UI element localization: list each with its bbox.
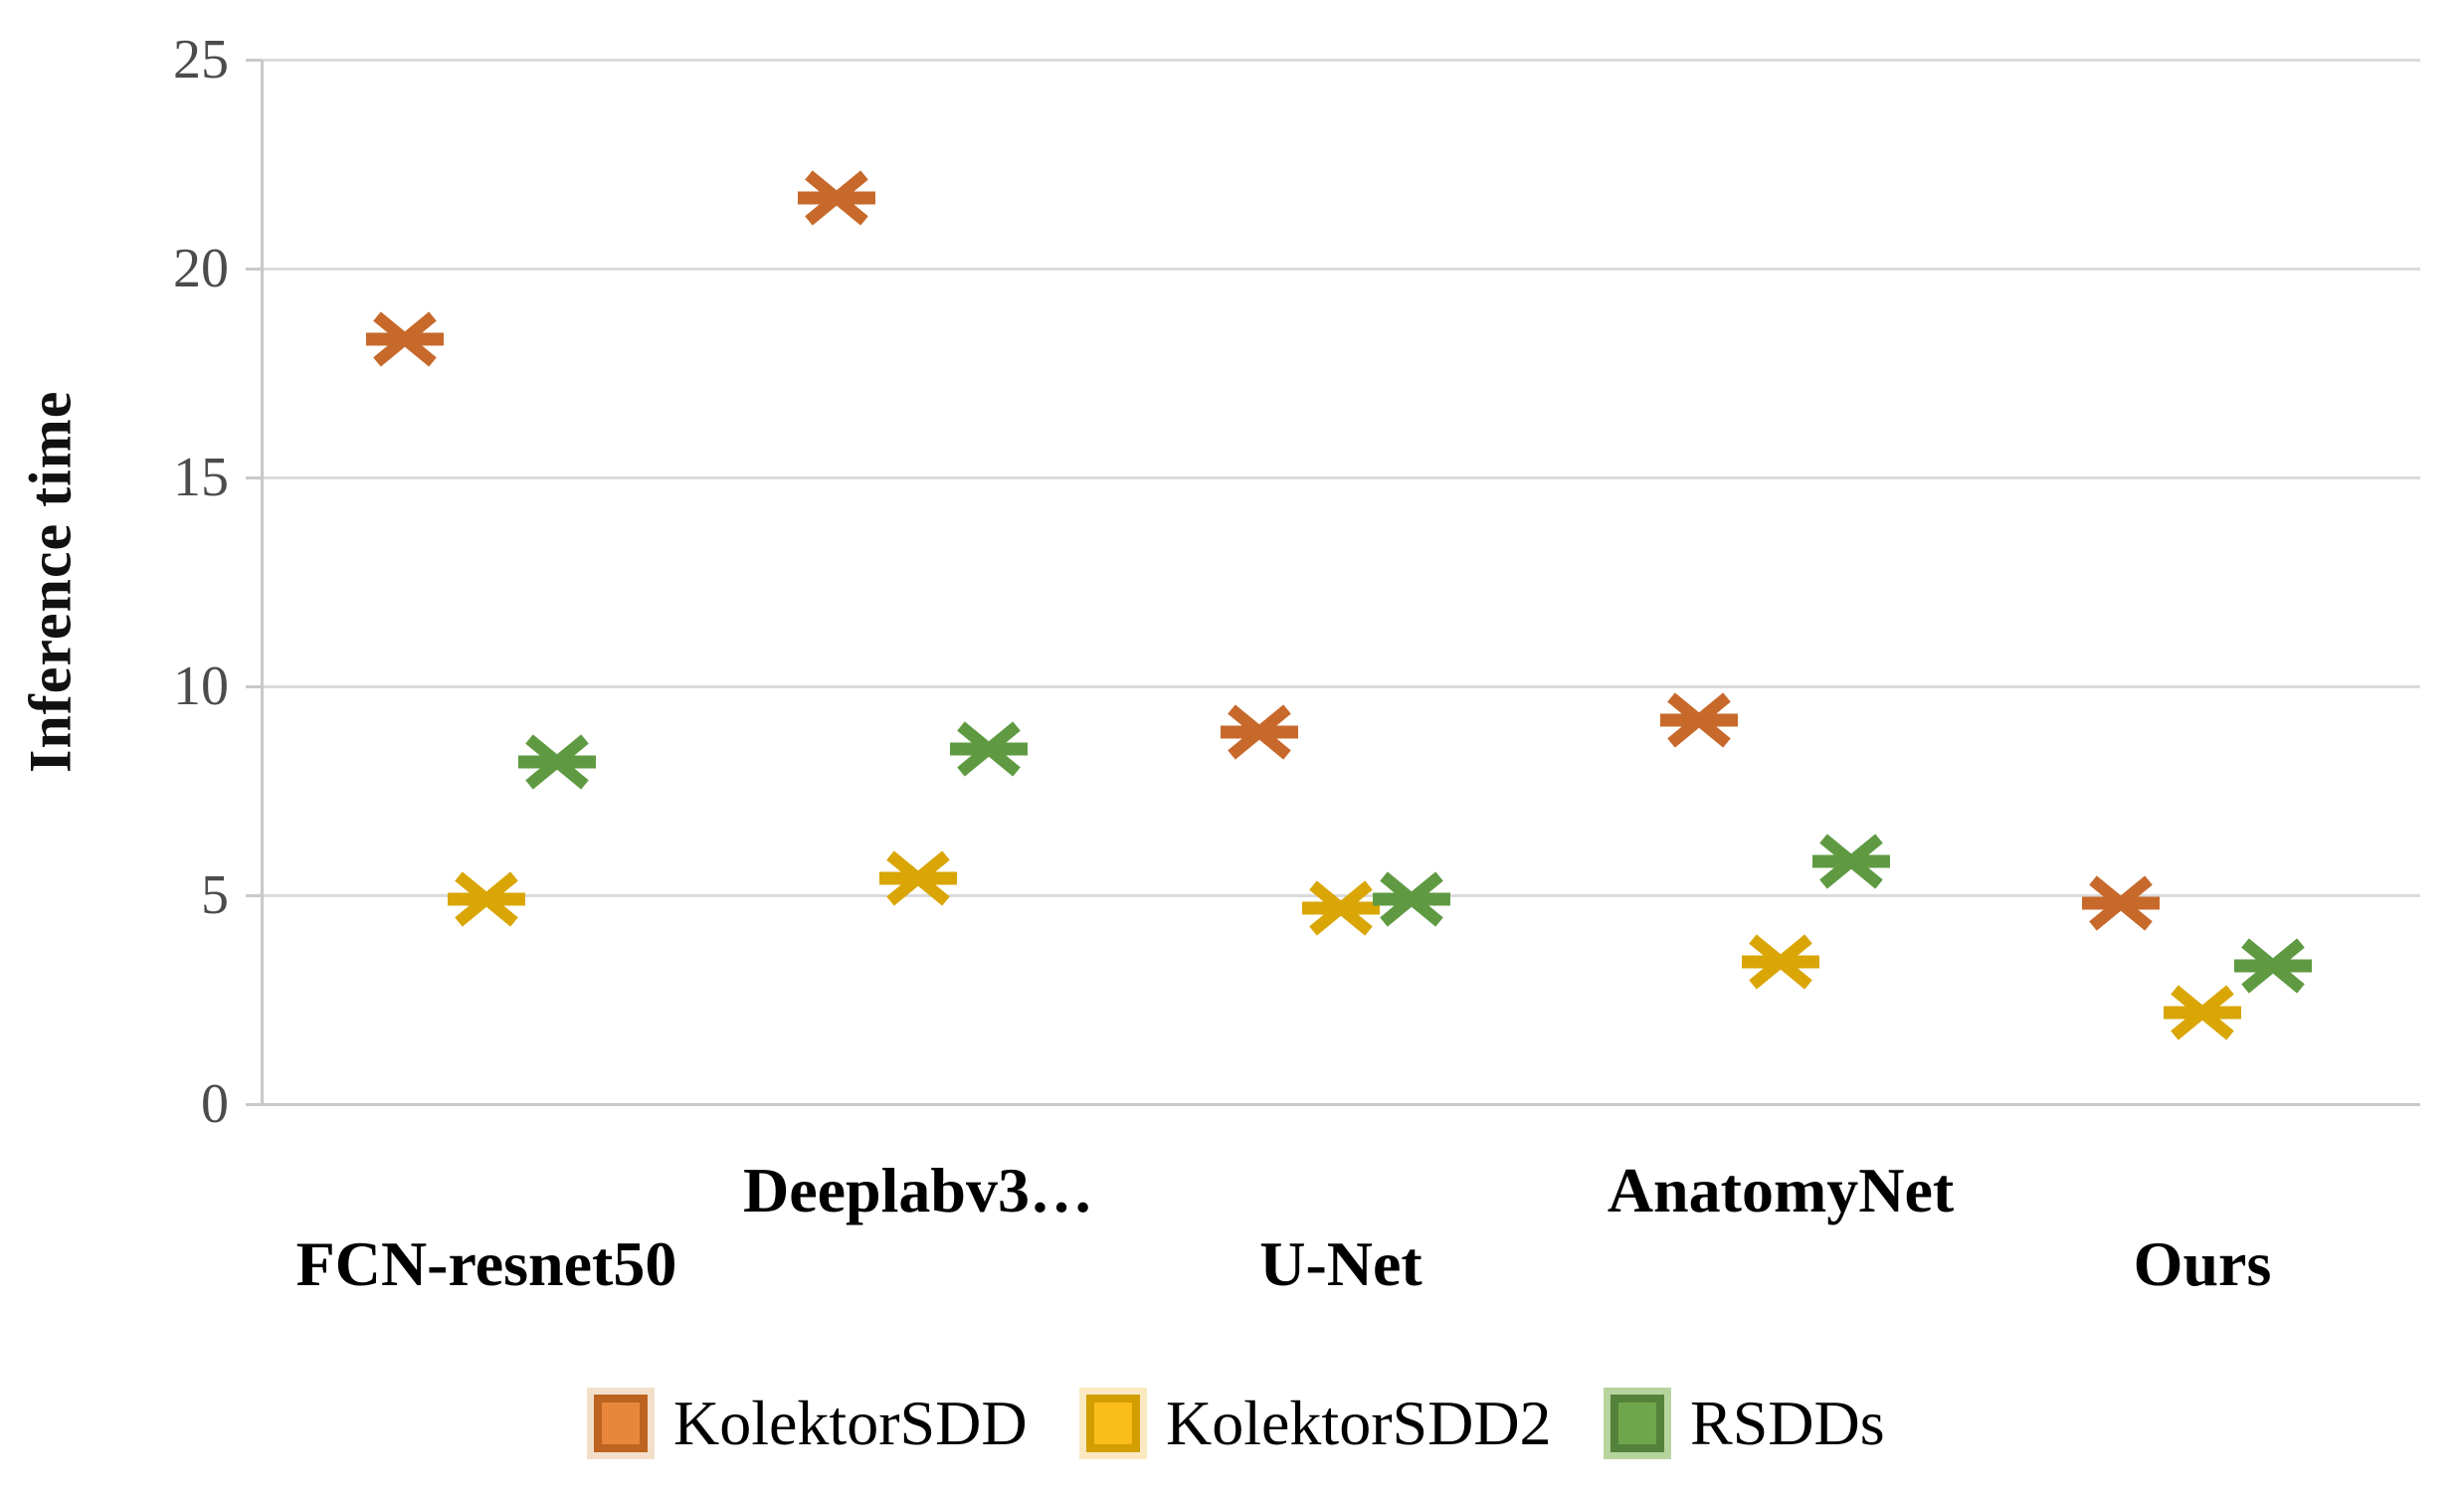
gridline-10 (262, 685, 2420, 688)
plot-area (262, 60, 2420, 1104)
marker-rsdds-u-net (1373, 871, 1450, 927)
y-tick-mark-10 (246, 685, 262, 688)
marker-rsdds-anatomynet (1812, 834, 1890, 890)
gridline-5 (262, 894, 2420, 897)
legend-swatch-rsdds (1611, 1395, 1664, 1452)
marker-kolektorsdd2-u-net (1302, 879, 1380, 936)
marker-kolektorsdd2-fcn-resnet50 (448, 871, 525, 927)
y-axis-line (261, 60, 264, 1104)
x-category-label-ours: Ours (2133, 1228, 2272, 1299)
y-tick-label-0: 0 (201, 1073, 229, 1135)
gridline-20 (262, 268, 2420, 271)
y-tick-label-15: 15 (173, 447, 229, 508)
marker-kolektorsdd-u-net (1221, 704, 1298, 760)
legend-item-kolektorsdd2: KolektorSDD2 (1079, 1385, 1552, 1462)
marker-kolektorsdd-deeplabv3 (798, 169, 875, 226)
x-category-label-u-net: U-Net (1259, 1228, 1422, 1299)
y-tick-label-20: 20 (173, 238, 229, 299)
y-tick-mark-20 (246, 268, 262, 271)
legend-label-kolektorsdd2: KolektorSDD2 (1166, 1388, 1552, 1458)
marker-kolektorsdd2-anatomynet (1742, 934, 1819, 990)
y-tick-mark-25 (246, 59, 262, 62)
x-category-label-deeplabv3: Deeplabv3… (743, 1155, 1093, 1225)
y-tick-label-5: 5 (201, 864, 229, 926)
gridline-15 (262, 476, 2420, 479)
x-category-label-anatomynet: AnatomyNet (1607, 1155, 1955, 1225)
marker-rsdds-fcn-resnet50 (518, 733, 596, 790)
y-tick-mark-5 (246, 894, 262, 897)
y-tick-label-10: 10 (173, 655, 229, 717)
marker-kolektorsdd-anatomynet (1660, 691, 1738, 748)
y-tick-label-25: 25 (173, 29, 229, 91)
marker-kolektorsdd2-deeplabv3 (879, 850, 957, 906)
y-tick-mark-15 (246, 476, 262, 479)
marker-rsdds-deeplabv3 (950, 721, 1028, 777)
legend-swatch-kolektorsdd2 (1086, 1395, 1140, 1452)
gridline-25 (262, 59, 2420, 62)
marker-kolektorsdd-fcn-resnet50 (366, 311, 444, 368)
gridline-0 (262, 1103, 2420, 1106)
marker-kolektorsdd2-ours (2164, 984, 2241, 1040)
legend-label-kolektorsdd: KolektorSDD (673, 1388, 1028, 1458)
y-tick-mark-0 (246, 1103, 262, 1106)
marker-kolektorsdd-ours (2082, 875, 2160, 932)
legend-label-rsdds: RSDDs (1690, 1388, 1885, 1458)
legend-swatch-kolektorsdd (594, 1395, 648, 1452)
x-category-label-fcn-resnet50: FCN-resnet50 (295, 1228, 677, 1299)
legend-item-rsdds: RSDDs (1604, 1385, 1885, 1462)
y-axis-title: Inference time (17, 390, 84, 774)
legend-item-kolektorsdd: KolektorSDD (587, 1385, 1028, 1462)
marker-rsdds-ours (2234, 938, 2312, 995)
